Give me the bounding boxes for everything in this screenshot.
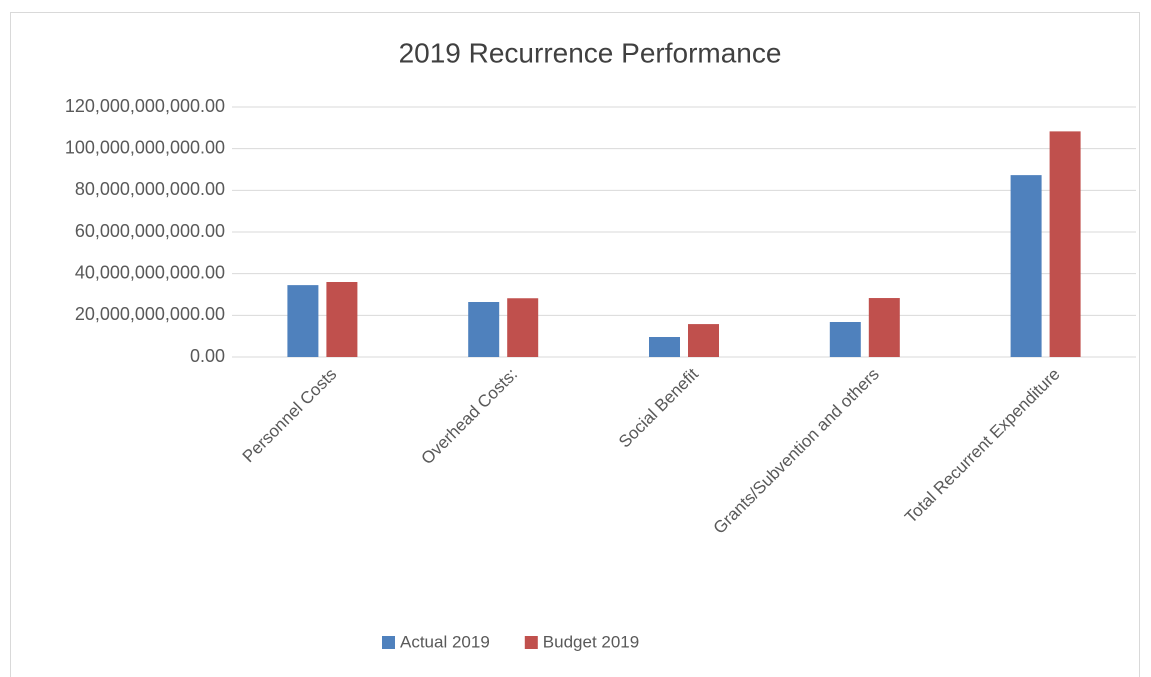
bar bbox=[649, 337, 680, 357]
legend-label: Budget 2019 bbox=[543, 632, 639, 651]
chart-title: 2019 Recurrence Performance bbox=[399, 37, 782, 68]
bar bbox=[507, 298, 539, 357]
y-tick-label: 60,000,000,000.00 bbox=[75, 221, 225, 241]
y-tick-label: 0.00 bbox=[190, 346, 225, 366]
bar bbox=[1049, 131, 1081, 357]
bar bbox=[868, 298, 900, 357]
bar bbox=[468, 302, 500, 357]
chart-frame bbox=[10, 12, 1140, 677]
y-tick-label: 20,000,000,000.00 bbox=[75, 304, 225, 324]
legend-swatch bbox=[524, 636, 538, 649]
legend-swatch bbox=[382, 636, 395, 649]
bar bbox=[688, 324, 719, 357]
legend-label: Actual 2019 bbox=[400, 632, 490, 651]
bar bbox=[829, 322, 861, 357]
bar bbox=[287, 285, 319, 357]
y-tick-label: 40,000,000,000.00 bbox=[75, 262, 225, 282]
y-tick-label: 100,000,000,000.00 bbox=[65, 137, 225, 157]
bar bbox=[1010, 175, 1042, 357]
y-tick-label: 80,000,000,000.00 bbox=[75, 179, 225, 199]
y-tick-label: 120,000,000,000.00 bbox=[65, 96, 225, 116]
bar bbox=[326, 282, 358, 357]
